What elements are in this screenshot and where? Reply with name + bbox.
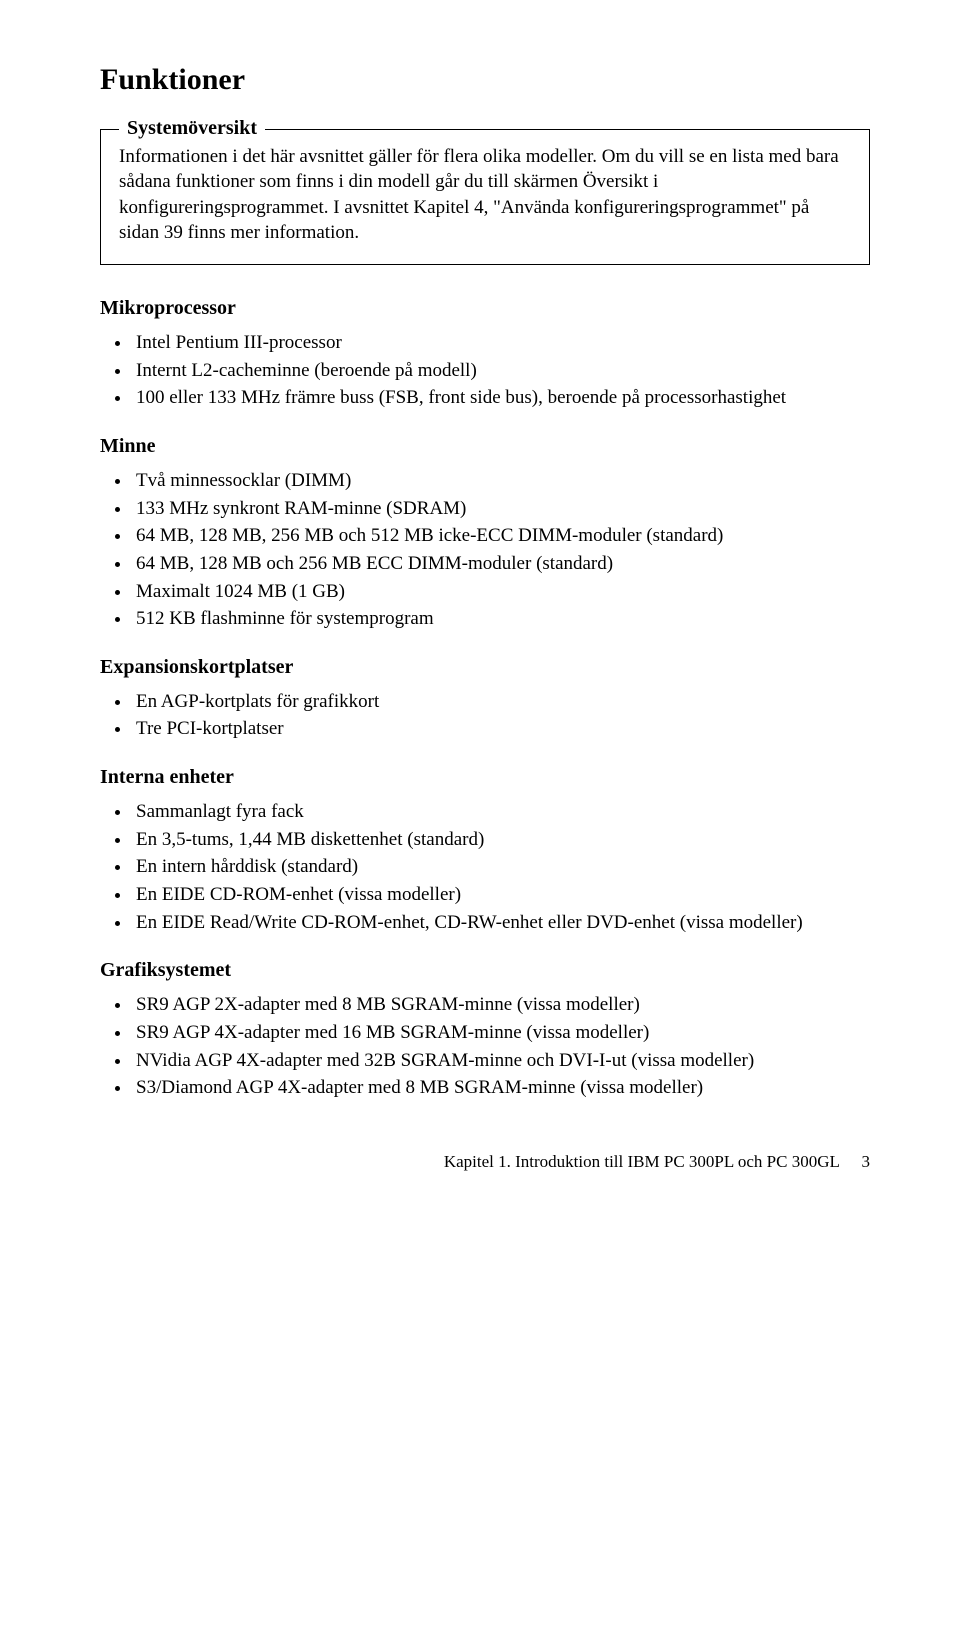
footer-text: Kapitel 1. Introduktion till IBM PC 300P… [444, 1152, 839, 1171]
list-item: 100 eller 133 MHz främre buss (FSB, fron… [132, 385, 870, 411]
list-item: SR9 AGP 2X-adapter med 8 MB SGRAM-minne … [132, 992, 870, 1018]
list-item: 512 KB flashminne för systemprogram [132, 606, 870, 632]
page-footer: Kapitel 1. Introduktion till IBM PC 300P… [100, 1151, 870, 1174]
section-list: Sammanlagt fyra fackEn 3,5-tums, 1,44 MB… [100, 799, 870, 935]
page-title: Funktioner [100, 60, 870, 101]
overview-box: Systemöversikt Informationen i det här a… [100, 129, 870, 266]
list-item: 64 MB, 128 MB och 256 MB ECC DIMM-module… [132, 551, 870, 577]
list-item: Internt L2-cacheminne (beroende på model… [132, 358, 870, 384]
section-heading: Grafiksystemet [100, 957, 870, 984]
list-item: Sammanlagt fyra fack [132, 799, 870, 825]
list-item: SR9 AGP 4X-adapter med 16 MB SGRAM-minne… [132, 1020, 870, 1046]
footer-page-number: 3 [862, 1152, 871, 1171]
list-item: S3/Diamond AGP 4X-adapter med 8 MB SGRAM… [132, 1075, 870, 1101]
list-item: Två minnessocklar (DIMM) [132, 468, 870, 494]
list-item: En EIDE Read/Write CD-ROM-enhet, CD-RW-e… [132, 910, 870, 936]
section-heading: Interna enheter [100, 764, 870, 791]
list-item: Tre PCI-kortplatser [132, 716, 870, 742]
overview-body: Informationen i det här avsnittet gäller… [119, 144, 851, 247]
list-item: En EIDE CD-ROM-enhet (vissa modeller) [132, 882, 870, 908]
section-list: SR9 AGP 2X-adapter med 8 MB SGRAM-minne … [100, 992, 870, 1101]
list-item: Maximalt 1024 MB (1 GB) [132, 579, 870, 605]
overview-heading: Systemöversikt [119, 115, 265, 142]
list-item: Intel Pentium III-processor [132, 330, 870, 356]
section-heading: Minne [100, 433, 870, 460]
section-list: En AGP-kortplats för grafikkortTre PCI-k… [100, 689, 870, 742]
list-item: NVidia AGP 4X-adapter med 32B SGRAM-minn… [132, 1048, 870, 1074]
section-heading: Expansionskortplatser [100, 654, 870, 681]
list-item: 133 MHz synkront RAM-minne (SDRAM) [132, 496, 870, 522]
list-item: En 3,5-tums, 1,44 MB diskettenhet (stand… [132, 827, 870, 853]
section-list: Två minnessocklar (DIMM)133 MHz synkront… [100, 468, 870, 632]
section-list: Intel Pentium III-processorInternt L2-ca… [100, 330, 870, 411]
list-item: 64 MB, 128 MB, 256 MB och 512 MB icke-EC… [132, 523, 870, 549]
list-item: En AGP-kortplats för grafikkort [132, 689, 870, 715]
list-item: En intern hårddisk (standard) [132, 854, 870, 880]
section-heading: Mikroprocessor [100, 295, 870, 322]
